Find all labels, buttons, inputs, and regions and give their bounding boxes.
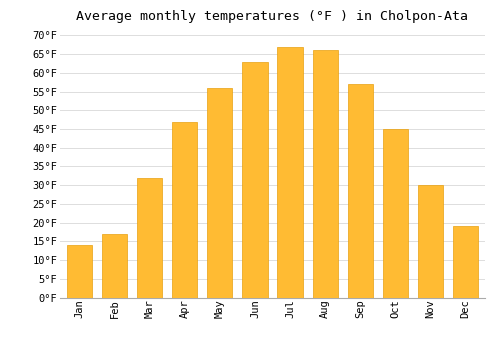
Bar (172, 121, 198, 298)
Bar (418, 185, 443, 298)
Bar (207, 88, 233, 298)
Bar (312, 50, 338, 298)
Bar (137, 178, 162, 298)
Bar (102, 234, 127, 298)
Bar (383, 129, 408, 298)
Bar (348, 84, 373, 298)
Title: Average monthly temperatures (°F ) in Cholpon-Ata: Average monthly temperatures (°F ) in Ch… (76, 10, 468, 23)
Bar (66, 245, 92, 298)
Bar (453, 226, 478, 298)
Bar (242, 62, 268, 298)
Bar (278, 47, 302, 298)
